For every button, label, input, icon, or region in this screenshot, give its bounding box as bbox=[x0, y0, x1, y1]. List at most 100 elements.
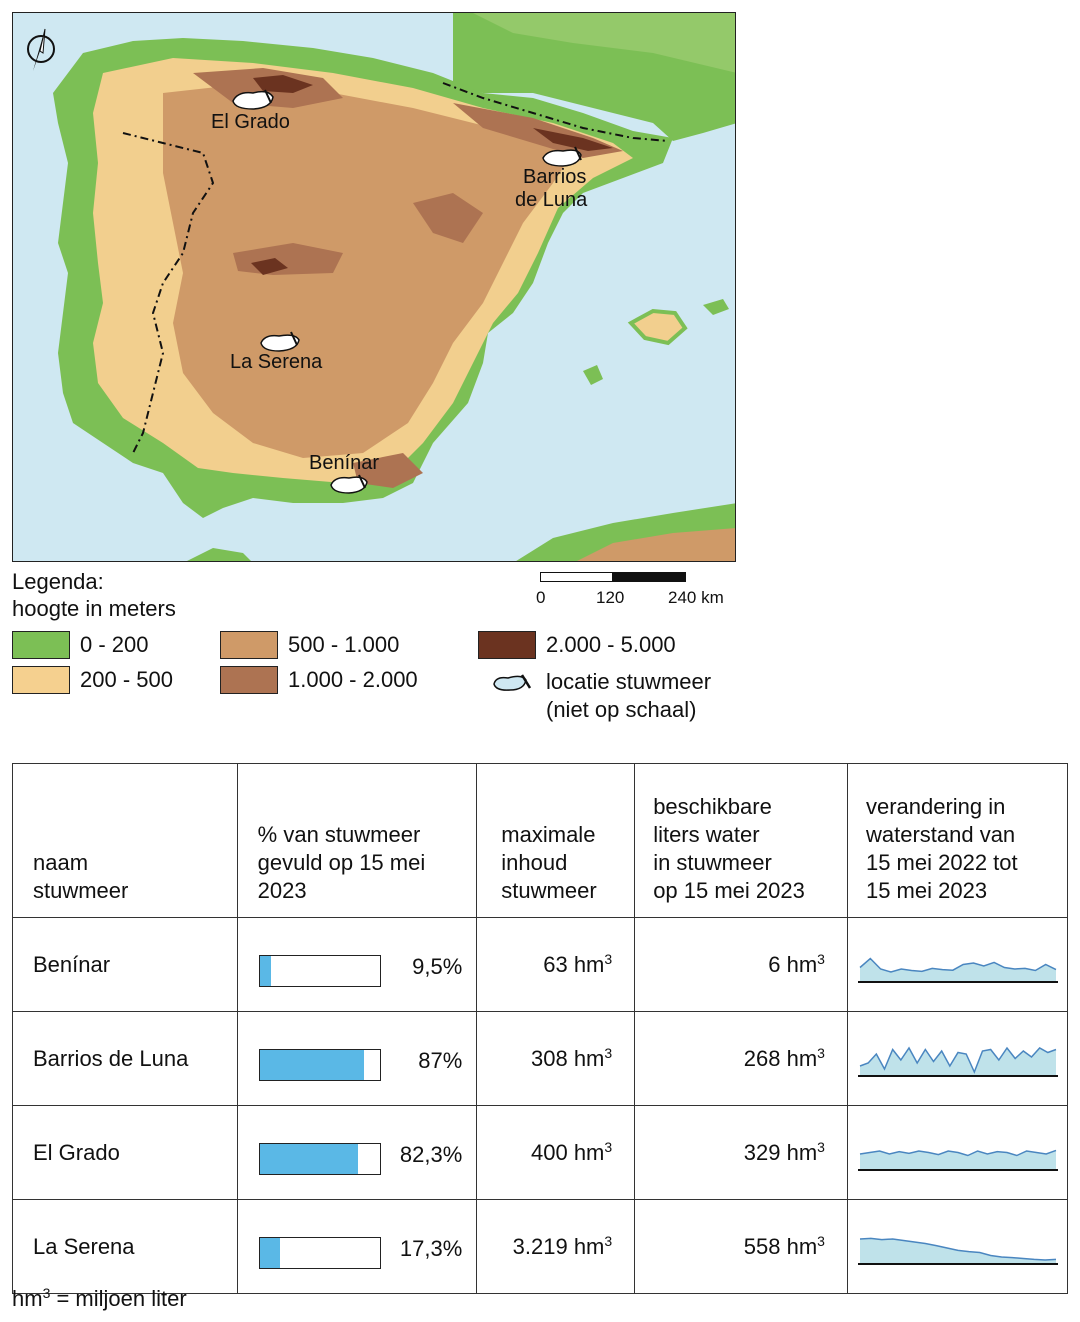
legend-item-2000-5000: 2.000 - 5.000 bbox=[478, 631, 676, 659]
legend-subtitle: hoogte in meters bbox=[12, 596, 176, 621]
legend-label: 2.000 - 5.000 bbox=[546, 632, 676, 657]
legend-label: 0 - 200 bbox=[80, 632, 149, 657]
legend-item-200-500: 200 - 500 bbox=[12, 666, 173, 694]
sparkline-line bbox=[859, 1046, 1057, 1074]
iberia-map: El Grado Barrios de Luna La Serena Benín… bbox=[13, 13, 735, 561]
fill-percentage-text: 9,5% bbox=[412, 954, 463, 979]
legend-item-reservoir: locatie stuwmeer (niet op schaal) bbox=[490, 668, 711, 724]
mallorca bbox=[627, 308, 688, 346]
water-level-change bbox=[846, 1199, 1069, 1294]
header-naam: naam stuwmeer bbox=[12, 763, 238, 918]
legend-reservoir-label: locatie stuwmeer bbox=[546, 669, 712, 694]
fill-percentage-text: 82,3% bbox=[399, 1142, 463, 1167]
available-water: 558 hm3 bbox=[634, 1199, 848, 1294]
legend-item-0-200: 0 - 200 bbox=[12, 631, 149, 659]
legend-item-1000-2000: 1.000 - 2.000 bbox=[220, 666, 418, 694]
fill-bar-level bbox=[259, 1144, 359, 1174]
table-row: El Grado 82,3% 400 hm3 329 hm3 bbox=[12, 1105, 1069, 1200]
reservoir-table: naam stuwmeer % van stuwmeer gevuld op 1… bbox=[12, 763, 1069, 1294]
water-level-sparkline bbox=[857, 956, 1058, 983]
table-row: Barrios de Luna 87% 308 hm3 268 hm3 bbox=[12, 1011, 1069, 1106]
legend-reservoir-note: (niet op schaal) bbox=[546, 697, 697, 722]
max-capacity: 400 hm3 bbox=[476, 1105, 636, 1200]
fill-bar bbox=[258, 1143, 381, 1175]
table-row: La Serena 17,3% 3.219 hm3 558 hm3 bbox=[12, 1199, 1069, 1294]
fill-bar-level bbox=[259, 1238, 281, 1268]
reservoir-name: Barrios de Luna bbox=[12, 1011, 238, 1106]
label-la-serena: La Serena bbox=[230, 351, 323, 373]
max-capacity: 63 hm3 bbox=[476, 917, 636, 1012]
water-level-change bbox=[846, 1105, 1069, 1200]
water-level-change bbox=[846, 917, 1069, 1012]
fill-bar-level bbox=[259, 956, 272, 986]
scale-segment-white bbox=[540, 572, 613, 582]
table-row: Benínar 9,5% 63 hm3 6 hm3 bbox=[12, 917, 1069, 1012]
reservoir-name: La Serena bbox=[12, 1199, 238, 1294]
france-border bbox=[442, 82, 669, 142]
north-arrow-icon bbox=[27, 28, 55, 71]
legend-label: 200 - 500 bbox=[80, 667, 173, 692]
legend-label: 500 - 1.000 bbox=[288, 632, 400, 657]
max-capacity: 3.219 hm3 bbox=[476, 1199, 636, 1294]
fill-percentage: 82,3% bbox=[236, 1105, 478, 1200]
ibiza bbox=[583, 365, 603, 385]
menorca bbox=[703, 299, 729, 315]
scale-bar: 0 120 240 km bbox=[536, 572, 740, 612]
reservoir-icon bbox=[493, 674, 532, 691]
sparkline-area bbox=[859, 958, 1056, 981]
africa-land bbox=[187, 548, 251, 561]
water-level-sparkline bbox=[857, 1046, 1058, 1077]
scale-label-120: 120 bbox=[596, 588, 625, 607]
label-de-luna: de Luna bbox=[515, 189, 588, 211]
fill-bar bbox=[258, 1237, 381, 1269]
fill-percentage-text: 87% bbox=[418, 1048, 463, 1073]
fill-bar bbox=[258, 1049, 381, 1081]
label-beninar: Benínar bbox=[309, 452, 379, 474]
header-change: verandering in waterstand van 15 mei 202… bbox=[846, 763, 1069, 918]
legend-item-500-1000: 500 - 1.000 bbox=[220, 631, 399, 659]
legend-swatch bbox=[220, 631, 278, 659]
available-water: 268 hm3 bbox=[634, 1011, 848, 1106]
sparkline-line bbox=[859, 956, 1057, 973]
reservoir-beninar bbox=[330, 474, 368, 494]
footnote: hm3 = miljoen liter bbox=[12, 1285, 187, 1311]
sparkline-area bbox=[859, 1047, 1056, 1075]
legend-swatch bbox=[12, 631, 70, 659]
fill-percentage: 87% bbox=[236, 1011, 478, 1106]
reservoir-barrios-de-luna bbox=[542, 146, 582, 167]
relief-map: El Grado Barrios de Luna La Serena Benín… bbox=[12, 12, 736, 562]
table-header-row: naam stuwmeer % van stuwmeer gevuld op 1… bbox=[12, 763, 1069, 918]
portugal-border bbox=[122, 132, 215, 454]
sparkline-area bbox=[859, 1149, 1056, 1169]
header-max: maximale inhoud stuwmeer bbox=[476, 763, 636, 918]
label-el-grado: El Grado bbox=[211, 111, 290, 133]
scale-label-0: 0 bbox=[536, 588, 546, 607]
legend-swatch bbox=[220, 666, 278, 694]
sparkline-line bbox=[859, 1237, 1057, 1261]
legend-title: Legenda: bbox=[12, 569, 104, 594]
available-water: 6 hm3 bbox=[634, 917, 848, 1012]
fill-percentage-text: 17,3% bbox=[399, 1236, 463, 1261]
water-level-sparkline bbox=[857, 1237, 1058, 1265]
label-barrios: Barrios bbox=[523, 166, 586, 188]
reservoir-la-serena bbox=[260, 331, 300, 352]
legend-swatch bbox=[478, 631, 536, 659]
fill-bar-level bbox=[259, 1050, 365, 1080]
reservoir-name: El Grado bbox=[12, 1105, 238, 1200]
max-capacity: 308 hm3 bbox=[476, 1011, 636, 1106]
reservoir-name: Benínar bbox=[12, 917, 238, 1012]
sparkline-line bbox=[859, 1149, 1057, 1156]
water-level-change bbox=[846, 1011, 1069, 1106]
reservoir-el-grado bbox=[232, 89, 274, 110]
fill-percentage: 9,5% bbox=[236, 917, 478, 1012]
water-level-sparkline bbox=[857, 1149, 1058, 1171]
header-pct: % van stuwmeer gevuld op 15 mei 2023 bbox=[236, 763, 478, 918]
legend-label: 1.000 - 2.000 bbox=[288, 667, 418, 692]
legend-swatch bbox=[12, 666, 70, 694]
fill-bar bbox=[258, 955, 381, 987]
header-liters: beschikbare liters water in stuwmeer op … bbox=[634, 763, 848, 918]
scale-segment-black bbox=[612, 572, 686, 582]
legend-title-block: Legenda: hoogte in meters bbox=[12, 568, 176, 622]
fill-percentage: 17,3% bbox=[236, 1199, 478, 1294]
scale-label-240: 240 km bbox=[668, 588, 724, 607]
